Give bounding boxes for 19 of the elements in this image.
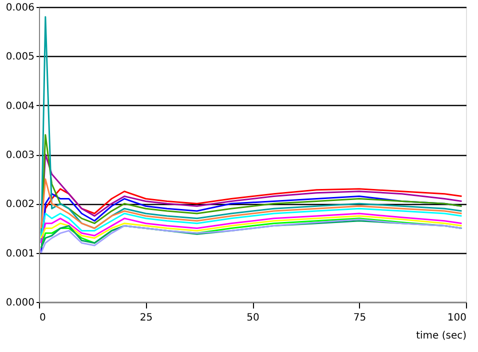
line-series bbox=[40, 16, 462, 244]
x-tick-label: 0 bbox=[40, 312, 46, 324]
x-axis-title: time (sec) bbox=[416, 330, 467, 342]
y-tick-label: 0.000 bbox=[6, 298, 34, 308]
y-tick-label: 0.003 bbox=[6, 150, 34, 161]
y-tick-label: 0.004 bbox=[6, 100, 34, 112]
x-tick-label: 75 bbox=[353, 312, 366, 324]
line-series bbox=[40, 218, 462, 254]
line-series bbox=[40, 212, 462, 244]
line-series bbox=[40, 178, 462, 229]
y-tick-label: 0.002 bbox=[6, 199, 34, 210]
line-series bbox=[40, 215, 462, 239]
x-tick-label: 25 bbox=[140, 312, 153, 324]
y-tick-label: 0.005 bbox=[6, 52, 34, 63]
x-tick-label: 50 bbox=[246, 312, 260, 324]
y-tick-label: 0.006 bbox=[6, 2, 34, 14]
y-tick-label: 0.001 bbox=[6, 248, 34, 260]
x-tick-label: 100 bbox=[447, 312, 466, 324]
line-series bbox=[40, 208, 462, 239]
